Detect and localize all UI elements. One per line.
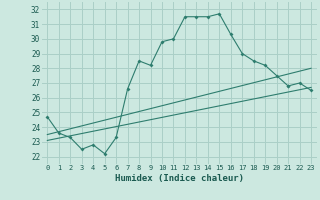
X-axis label: Humidex (Indice chaleur): Humidex (Indice chaleur) [115,174,244,183]
